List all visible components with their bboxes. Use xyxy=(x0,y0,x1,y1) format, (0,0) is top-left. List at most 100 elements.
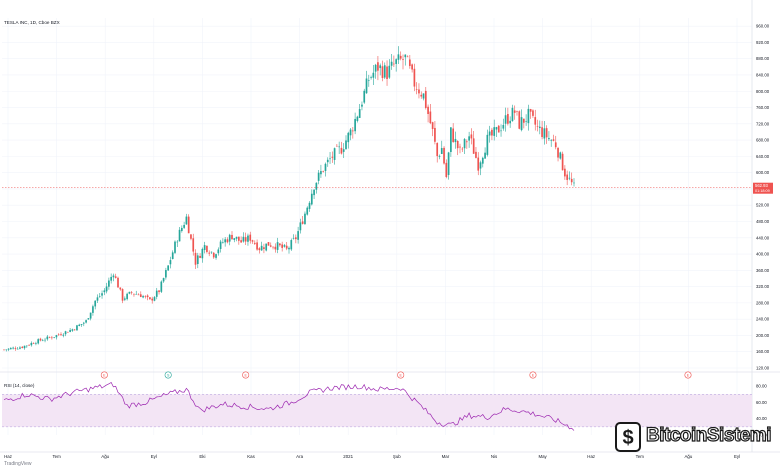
candle-body xyxy=(176,241,179,243)
candle-body xyxy=(507,113,509,124)
x-tick-label: Ağu xyxy=(684,454,692,459)
candle-body xyxy=(377,62,379,71)
candle-body xyxy=(35,343,37,344)
candle-body xyxy=(342,149,345,152)
candle-body xyxy=(272,246,274,248)
candle-body xyxy=(493,127,496,136)
earnings-marker-label: E xyxy=(400,374,403,378)
price-tick-label: 720.00 xyxy=(756,121,770,126)
rsi-tick-label: 80.00 xyxy=(756,384,767,389)
candle-body xyxy=(30,342,33,346)
candle-body xyxy=(573,182,575,184)
candle-body xyxy=(534,117,537,125)
candle-body xyxy=(285,245,288,249)
candle-body xyxy=(568,177,571,179)
candle-body xyxy=(7,348,10,350)
candle-body xyxy=(399,55,402,59)
price-tick-label: 360.00 xyxy=(756,268,770,273)
candle-body xyxy=(208,252,211,254)
candle-body xyxy=(345,140,347,150)
candle-body xyxy=(511,107,514,122)
x-tick-label: Eyl xyxy=(151,454,157,459)
candle-body xyxy=(117,277,119,288)
candle-body xyxy=(281,244,284,248)
candle-body xyxy=(456,140,459,149)
candle-body xyxy=(315,182,318,190)
price-tick-label: 600.00 xyxy=(756,170,770,175)
candle-body xyxy=(137,294,140,296)
candle-body xyxy=(66,331,69,333)
candle-body xyxy=(367,80,370,81)
price-tick-label: 800.00 xyxy=(756,89,770,94)
price-tick-label: 120.00 xyxy=(756,366,770,371)
candle-body xyxy=(101,293,103,296)
candle-body xyxy=(110,276,113,281)
candle-body xyxy=(513,110,516,113)
tradingview-logo[interactable]: TradingView xyxy=(4,461,32,467)
candle-body xyxy=(69,330,71,332)
candle-body xyxy=(445,162,448,177)
candle-body xyxy=(249,234,252,241)
candle-body xyxy=(244,237,247,242)
candle-body xyxy=(80,324,83,325)
candle-body xyxy=(438,155,441,157)
candle-body xyxy=(418,89,420,94)
candle-body xyxy=(406,56,409,58)
candle-body xyxy=(522,118,525,123)
candle-body xyxy=(472,138,475,154)
candle-body xyxy=(185,216,188,225)
candle-body xyxy=(180,227,183,231)
candle-body xyxy=(475,151,477,158)
candle-body xyxy=(14,348,17,350)
candle-body xyxy=(130,292,133,294)
candle-body xyxy=(92,306,94,313)
candle-body xyxy=(85,320,87,323)
candle-body xyxy=(545,128,548,138)
candle-body xyxy=(308,202,311,209)
candle-body xyxy=(51,337,53,339)
candle-body xyxy=(443,147,445,164)
x-tick-label: Tem xyxy=(52,454,61,459)
candle-body xyxy=(557,147,559,158)
candle-body xyxy=(222,242,224,243)
candle-body xyxy=(427,106,429,115)
candle-body xyxy=(94,300,97,307)
x-tick-label: Haz xyxy=(4,454,12,459)
candle-body xyxy=(158,290,160,293)
candle-body xyxy=(516,111,518,112)
candle-body xyxy=(89,312,92,319)
rsi-indicator-label[interactable]: RSI (14, close) xyxy=(4,383,35,388)
candle-body xyxy=(210,251,213,253)
price-tick-label: 440.00 xyxy=(756,235,770,240)
last-price-countdown: 01:18:09 xyxy=(755,189,770,193)
candle-body xyxy=(447,152,450,175)
candle-body xyxy=(165,270,167,278)
candle-body xyxy=(267,242,270,246)
candle-body xyxy=(388,65,391,78)
candle-body xyxy=(71,329,74,331)
candle-body xyxy=(329,158,331,160)
candle-body xyxy=(463,139,466,149)
earnings-marker xyxy=(242,371,250,379)
tradingview-label: TradingView xyxy=(4,461,32,467)
x-tick-label: Eki xyxy=(199,454,205,459)
candle-body xyxy=(440,148,443,154)
candle-body xyxy=(192,238,195,252)
earnings-marker-label: E xyxy=(687,374,690,378)
candle-body xyxy=(98,296,101,297)
candle-body xyxy=(420,94,423,97)
candle-body xyxy=(340,147,343,154)
candle-body xyxy=(461,148,464,150)
price-tick-label: 520.00 xyxy=(756,203,770,208)
price-tick-label: 280.00 xyxy=(756,300,770,305)
candle-body xyxy=(431,122,434,130)
candle-body xyxy=(349,129,352,136)
candle-body xyxy=(251,240,254,242)
candle-body xyxy=(242,236,245,242)
candle-body xyxy=(538,126,541,129)
candle-body xyxy=(240,240,242,243)
candle-body xyxy=(424,90,427,108)
candle-body xyxy=(470,134,473,139)
candle-body xyxy=(436,143,439,157)
